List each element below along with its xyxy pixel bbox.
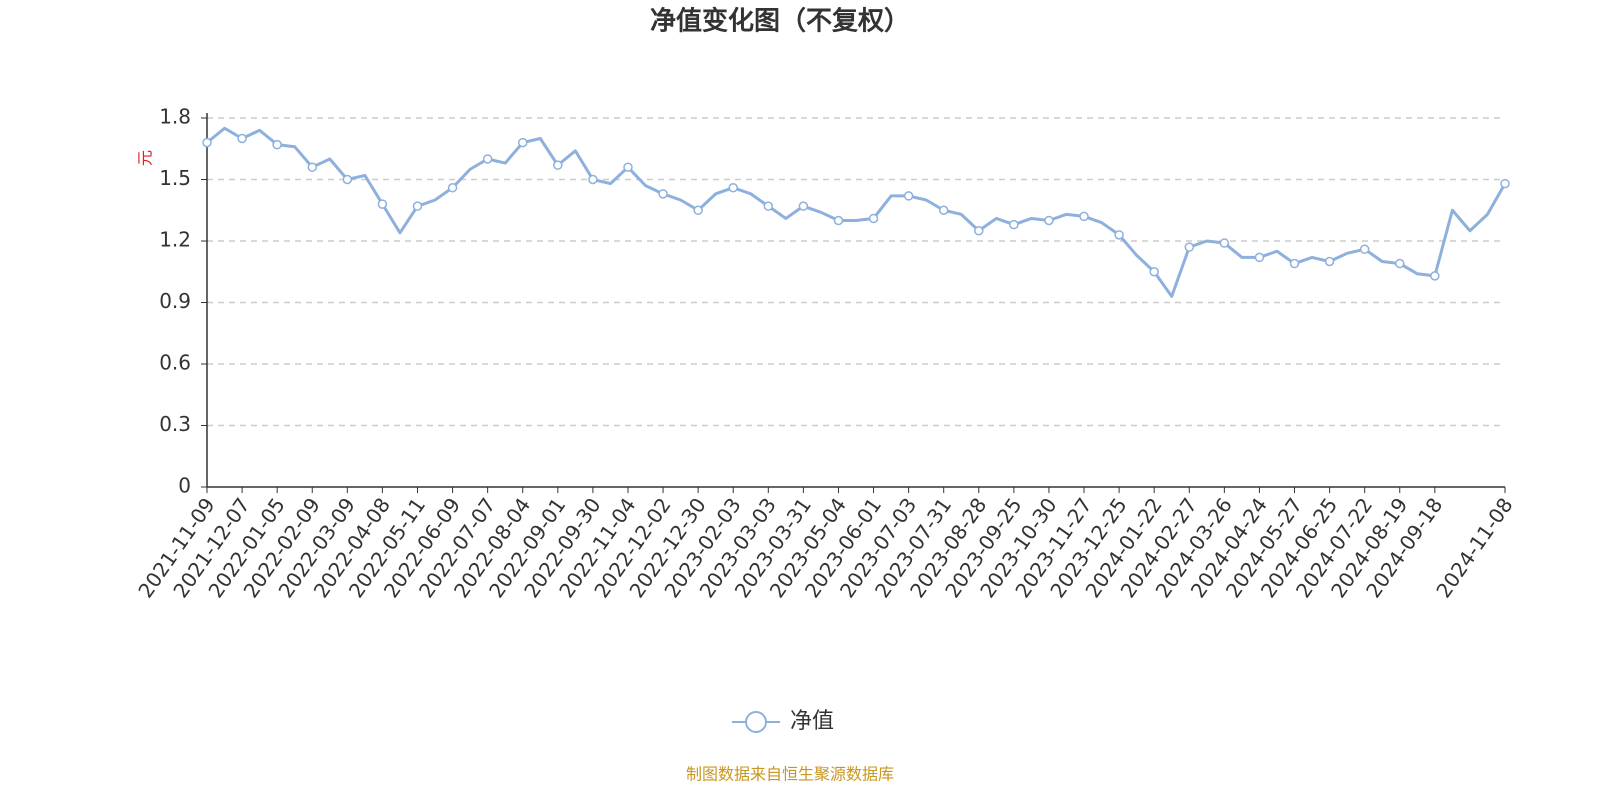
legend-marker <box>745 711 767 733</box>
point-marker <box>798 201 809 211</box>
legend-label: 净值 <box>790 709 834 734</box>
point-marker <box>342 174 353 185</box>
point-marker <box>553 160 563 170</box>
point-marker <box>1359 244 1370 254</box>
y-tick-label: 0.9 <box>159 289 191 313</box>
point-marker <box>1044 215 1054 226</box>
point-marker <box>447 182 458 193</box>
y-axis-label: 元 <box>136 150 155 166</box>
point-marker <box>903 191 914 201</box>
point-marker <box>974 226 984 236</box>
point-marker <box>728 182 738 193</box>
point-marker <box>1009 219 1019 230</box>
point-marker <box>482 154 493 164</box>
chart-title: 净值变化图（不复权） <box>650 6 910 37</box>
line-series <box>206 126 1507 298</box>
point-marker <box>658 189 668 199</box>
point-marker <box>1219 238 1230 248</box>
point-marker <box>1079 211 1089 222</box>
point-marker <box>1149 267 1159 277</box>
y-tick-label: 1.8 <box>159 105 191 129</box>
point-marker <box>1254 252 1265 263</box>
point-marker <box>763 201 774 211</box>
point-marker <box>1289 258 1300 269</box>
y-tick-label: 1.2 <box>159 228 191 252</box>
y-tick-label: 0.6 <box>159 351 191 375</box>
point-marker <box>377 199 388 209</box>
y-tick-label: 0.3 <box>159 412 191 436</box>
source-note: 制图数据来自恒生聚源数据库 <box>686 765 894 784</box>
point-marker <box>237 133 247 144</box>
point-marker <box>1395 258 1405 269</box>
point-marker <box>412 201 423 211</box>
point-marker <box>588 174 598 185</box>
point-marker <box>517 137 528 148</box>
point-marker <box>1324 256 1335 267</box>
point-marker <box>833 215 844 226</box>
point-marker <box>1114 230 1124 240</box>
point-marker <box>623 162 633 172</box>
point-marker <box>693 205 703 215</box>
point-marker <box>868 213 879 224</box>
point-marker <box>307 162 317 172</box>
point-marker <box>938 205 949 215</box>
point-marker <box>1184 242 1195 252</box>
point-marker <box>272 139 282 150</box>
point-marker <box>202 137 212 148</box>
point-marker <box>1430 271 1440 281</box>
y-tick-label: 0 <box>178 474 191 498</box>
point-marker <box>1500 178 1510 189</box>
y-tick-label: 1.5 <box>159 166 191 190</box>
